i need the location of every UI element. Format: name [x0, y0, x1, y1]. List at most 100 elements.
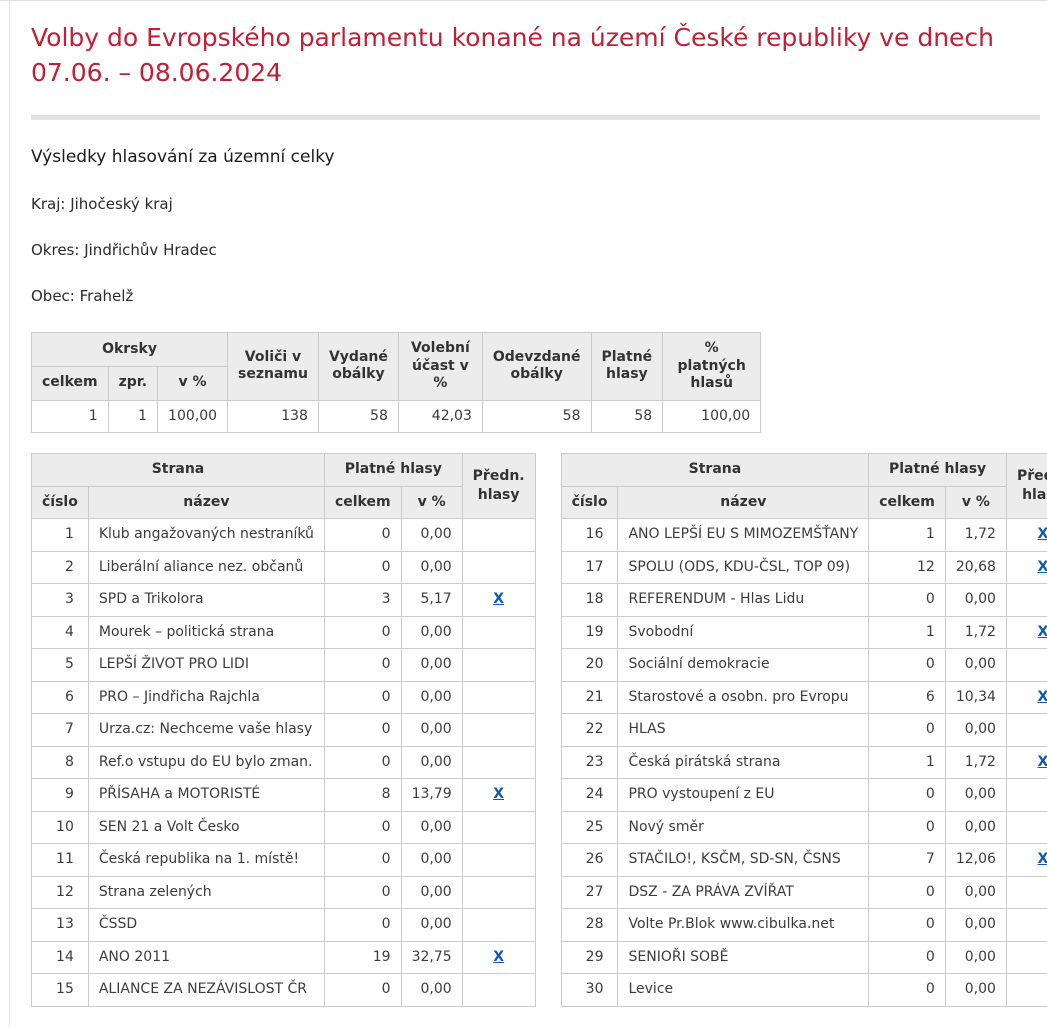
okrsky-pct-value: 100,00: [157, 399, 229, 433]
pref-votes-cell: [1005, 648, 1047, 682]
party-row: 28 Volte Pr.Blok www.cibulka.net 0 0,00: [560, 908, 1047, 942]
party-row: 2 Liberální aliance nez. občanů 0 0,00: [31, 550, 536, 584]
party-row: 24 PRO vystoupení z EU 0 0,00: [560, 778, 1047, 812]
pref-votes-link[interactable]: X: [1037, 753, 1047, 770]
party-row: 8 Ref.o vstupu do EU bylo zman. 0 0,00: [31, 745, 536, 779]
okres-line: Okres: Jindřichův Hradec: [31, 241, 1040, 259]
votes-total-cell: 3: [323, 583, 402, 617]
party-number-cell: 13: [31, 908, 89, 942]
cislo-header: číslo: [560, 485, 619, 519]
nazev-header: název: [87, 485, 325, 519]
party-name-cell: HLAS: [617, 713, 870, 747]
pref-votes-cell: X: [1005, 550, 1047, 584]
platne-hlasy-header: Platné hlasy: [590, 332, 664, 401]
party-row: 25 Nový směr 0 0,00: [560, 810, 1047, 844]
pct-platnych-header: % platných hlasů: [662, 332, 762, 401]
votes-total-cell: 0: [323, 843, 402, 877]
votes-total-cell: 0: [323, 875, 402, 909]
party-name-cell: Strana zelených: [87, 875, 325, 909]
votes-pct-cell: 0,00: [400, 518, 463, 552]
pref-votes-cell: [1005, 583, 1047, 617]
votes-total-cell: 0: [323, 810, 402, 844]
party-name-cell: Nový směr: [617, 810, 870, 844]
pref-votes-cell: X: [1005, 745, 1047, 779]
votes-pct-cell: 0,00: [400, 680, 463, 714]
party-number-cell: 27: [560, 875, 619, 909]
votes-pct-cell: 1,72: [944, 745, 1007, 779]
votes-pct-cell: 0,00: [400, 745, 463, 779]
party-name-cell: SEN 21 a Volt Česko: [87, 810, 325, 844]
party-row: 11 Česká republika na 1. místě! 0 0,00: [31, 843, 536, 877]
pref-votes-link[interactable]: X: [1037, 623, 1047, 640]
pref-votes-cell: X: [1005, 843, 1047, 877]
turnout-summary-table: Okrsky Voliči v seznamu Vydané obálky Vo…: [30, 332, 762, 433]
pref-votes-link[interactable]: X: [1037, 558, 1047, 575]
pref-votes-cell: [1005, 940, 1047, 974]
odevzdane-obalky-value: 58: [481, 399, 592, 433]
party-row: 27 DSZ - ZA PRÁVA ZVÍŘAT 0 0,00: [560, 875, 1047, 909]
okrsky-zpr-header: zpr.: [107, 365, 159, 401]
celkem-header: celkem: [323, 485, 402, 519]
votes-total-cell: 0: [323, 648, 402, 682]
votes-total-cell: 6: [868, 680, 946, 714]
section-title: Výsledky hlasování za územní celky: [31, 147, 335, 167]
party-table-right: Strana Platné hlasy Předn. hlasy číslo n…: [560, 453, 1047, 1007]
okres-value: Jindřichův Hradec: [84, 241, 217, 259]
party-number-cell: 30: [560, 973, 619, 1007]
party-row: 17 SPOLU (ODS, KDU-ČSL, TOP 09) 12 20,68…: [560, 550, 1047, 584]
pref-votes-link[interactable]: X: [1037, 851, 1047, 867]
party-row: 22 HLAS 0 0,00: [560, 713, 1047, 747]
party-row: 5 LEPŠÍ ŽIVOT PRO LIDI 0 0,00: [31, 648, 536, 682]
pref-votes-link[interactable]: X: [493, 786, 505, 802]
party-name-cell: PRO vystoupení z EU: [617, 778, 870, 812]
volici-header: Voliči v seznamu: [227, 332, 319, 401]
votes-total-cell: 12: [868, 550, 946, 584]
obec-line: Obec: Frahelž: [31, 287, 1040, 305]
party-row: 14 ANO 2011 19 32,75 X: [31, 940, 536, 974]
pref-votes-cell: [461, 908, 536, 942]
votes-total-cell: 0: [323, 680, 402, 714]
pref-votes-cell: [461, 973, 536, 1007]
odevzdane-obalky-header: Odevzdané obálky: [481, 332, 592, 401]
obec-value: Frahelž: [79, 287, 134, 305]
pref-votes-link[interactable]: X: [1037, 688, 1047, 705]
pref-votes-link[interactable]: X: [493, 591, 505, 607]
party-row: 12 Strana zelených 0 0,00: [31, 875, 536, 909]
party-row: 10 SEN 21 a Volt Česko 0 0,00: [31, 810, 536, 844]
votes-total-cell: 8: [323, 778, 402, 812]
pref-votes-cell: [461, 680, 536, 714]
okrsky-celkem-header: celkem: [31, 365, 109, 401]
party-number-cell: 12: [31, 875, 89, 909]
party-name-cell: SPOLU (ODS, KDU-ČSL, TOP 09): [617, 550, 870, 584]
v-pct-header: v %: [400, 485, 463, 519]
okrsky-header: Okrsky: [30, 332, 229, 367]
party-row: 13 ČSSD 0 0,00: [31, 908, 536, 942]
votes-pct-cell: 0,00: [400, 550, 463, 584]
pref-votes-cell: [1005, 875, 1047, 909]
pref-votes-link[interactable]: X: [1037, 526, 1047, 542]
pref-votes-link[interactable]: X: [493, 948, 505, 965]
votes-pct-cell: 0,00: [400, 908, 463, 942]
title-divider: [31, 115, 1040, 120]
votes-total-cell: 0: [868, 583, 946, 617]
party-number-cell: 2: [31, 550, 89, 584]
party-name-cell: Volte Pr.Blok www.cibulka.net: [617, 908, 870, 942]
page-title-line1: Volby do Evropského parlamentu konané na…: [31, 23, 995, 52]
party-row: 1 Klub angažovaných nestraníků 0 0,00: [31, 518, 536, 552]
strana-header: Strana: [560, 453, 870, 487]
party-number-cell: 19: [560, 615, 619, 649]
party-number-cell: 20: [560, 648, 619, 682]
party-name-cell: SPD a Trikolora: [87, 583, 325, 617]
votes-total-cell: 0: [323, 550, 402, 584]
votes-pct-cell: 0,00: [944, 875, 1007, 909]
party-row: 15 ALIANCE ZA NEZÁVISLOST ČR 0 0,00: [31, 973, 536, 1007]
volici-value: 138: [227, 399, 319, 433]
party-number-cell: 25: [560, 810, 619, 844]
votes-total-cell: 0: [868, 713, 946, 747]
pref-votes-cell: [461, 875, 536, 909]
votes-total-cell: 0: [323, 713, 402, 747]
vydane-obalky-header: Vydané obálky: [317, 332, 399, 401]
pref-votes-cell: [461, 745, 536, 779]
kraj-label: Kraj:: [31, 195, 66, 213]
pref-votes-cell: [1005, 973, 1047, 1007]
